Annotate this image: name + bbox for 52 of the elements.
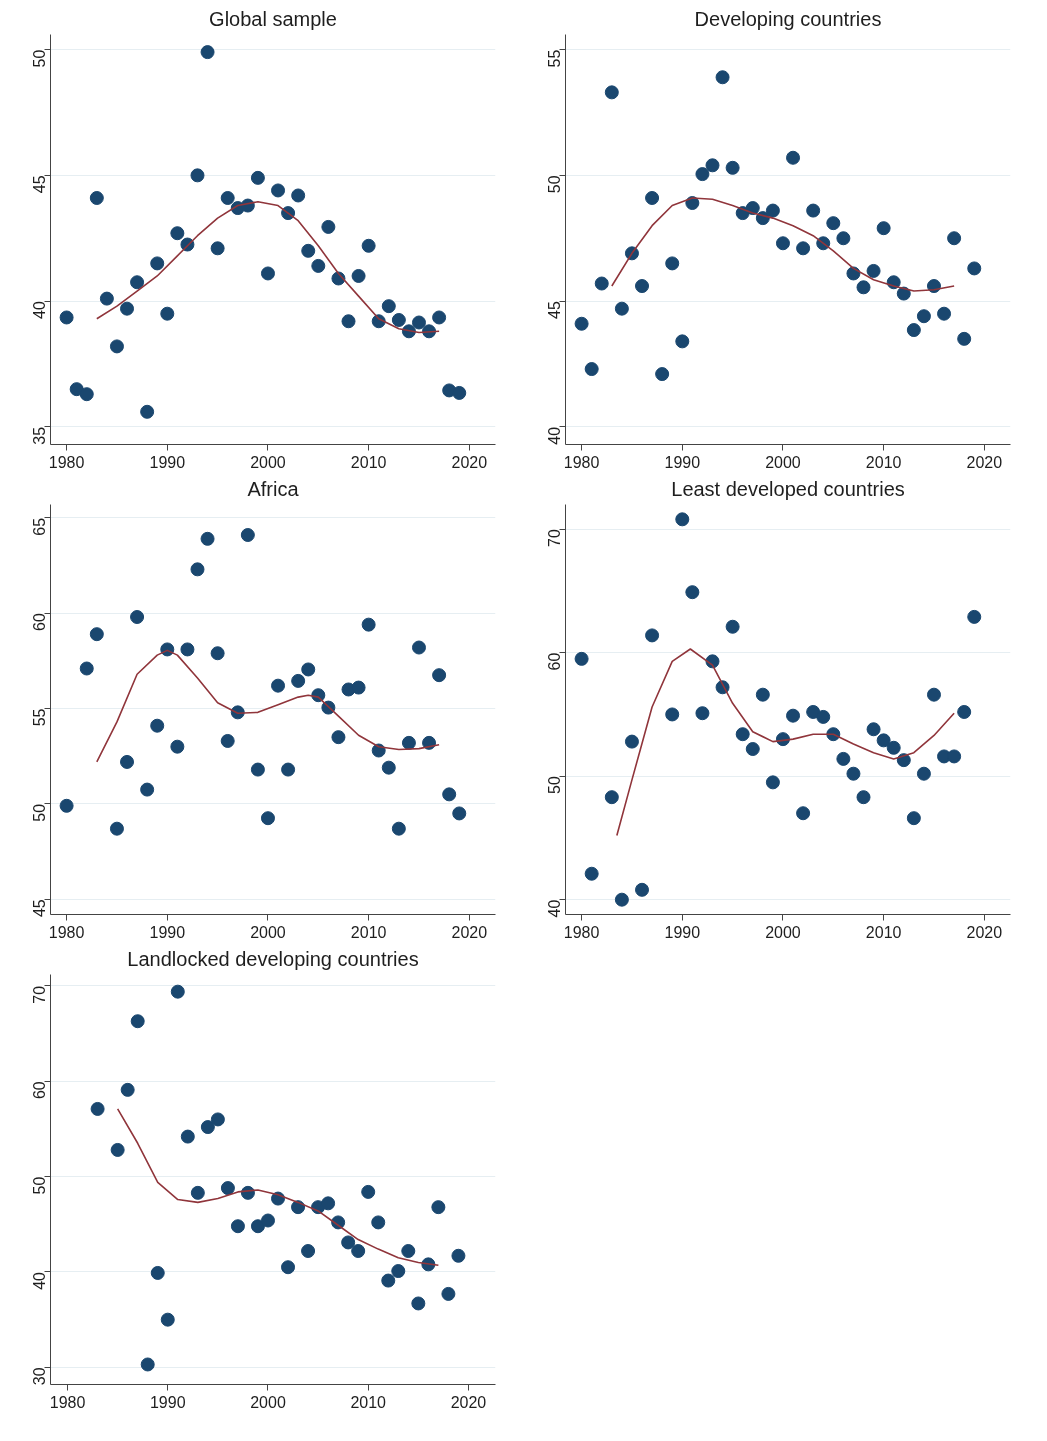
x-tick-label: 2010 — [865, 923, 902, 941]
y-tick-label: 45 — [31, 899, 49, 918]
y-tick-label: 60 — [31, 613, 49, 631]
y-tick-label: 30 — [31, 1367, 49, 1386]
x-tick-label: 2020 — [451, 453, 488, 471]
x-tick-label: 1980 — [48, 923, 85, 941]
x-tick-label: 2000 — [250, 453, 286, 471]
x-tick-label: 2010 — [350, 453, 387, 471]
x-tick-label: 1990 — [149, 453, 186, 471]
y-tick-label: 45 — [31, 175, 49, 194]
y-tick-label: 70 — [31, 985, 49, 1004]
y-tick-label: 40 — [31, 1271, 49, 1290]
y-tick-label: 50 — [31, 803, 49, 822]
x-tick-label: 2000 — [250, 923, 286, 941]
y-tick-label: 40 — [546, 899, 564, 918]
y-tick-label: 55 — [546, 49, 564, 68]
y-tick-label: 50 — [31, 49, 49, 68]
y-tick-label: 50 — [31, 1176, 49, 1195]
x-tick-label: 1990 — [664, 923, 701, 941]
x-tick-label: 1990 — [149, 1393, 186, 1411]
x-tick-label: 2010 — [865, 453, 902, 471]
y-tick-label: 60 — [546, 652, 564, 671]
x-tick-label: 2000 — [250, 1393, 286, 1411]
x-tick-label: 1980 — [563, 453, 600, 471]
x-tick-label: 2020 — [451, 923, 488, 941]
chart-title: Landlocked developing countries — [127, 947, 419, 970]
chart-title: Developing countries — [694, 7, 882, 30]
chart-title: Least developed countries — [671, 477, 905, 500]
x-tick-label: 1990 — [664, 453, 701, 471]
y-tick-label: 55 — [31, 708, 49, 727]
x-tick-label: 2000 — [765, 923, 801, 941]
x-tick-label: 1980 — [563, 923, 600, 941]
x-tick-label: 2020 — [450, 1393, 487, 1411]
x-tick-label: 2010 — [350, 923, 387, 941]
x-tick-label: 1990 — [149, 923, 186, 941]
y-tick-label: 45 — [546, 301, 564, 319]
chart-title: Global sample — [209, 7, 337, 30]
y-tick-label: 70 — [546, 529, 564, 547]
y-tick-label: 60 — [31, 1081, 49, 1100]
x-tick-label: 2010 — [350, 1393, 387, 1411]
x-tick-label: 2020 — [966, 923, 1003, 941]
y-tick-label: 50 — [546, 175, 564, 194]
x-tick-label: 1980 — [48, 453, 85, 471]
chart-title: Africa — [247, 477, 300, 500]
x-tick-label: 2000 — [765, 453, 801, 471]
x-tick-label: 2020 — [966, 453, 1003, 471]
y-tick-label: 65 — [31, 517, 49, 536]
y-tick-label: 40 — [546, 426, 564, 445]
y-tick-label: 50 — [546, 776, 564, 794]
x-tick-label: 1980 — [49, 1393, 86, 1411]
y-tick-label: 35 — [31, 426, 49, 445]
y-tick-label: 40 — [31, 301, 49, 319]
